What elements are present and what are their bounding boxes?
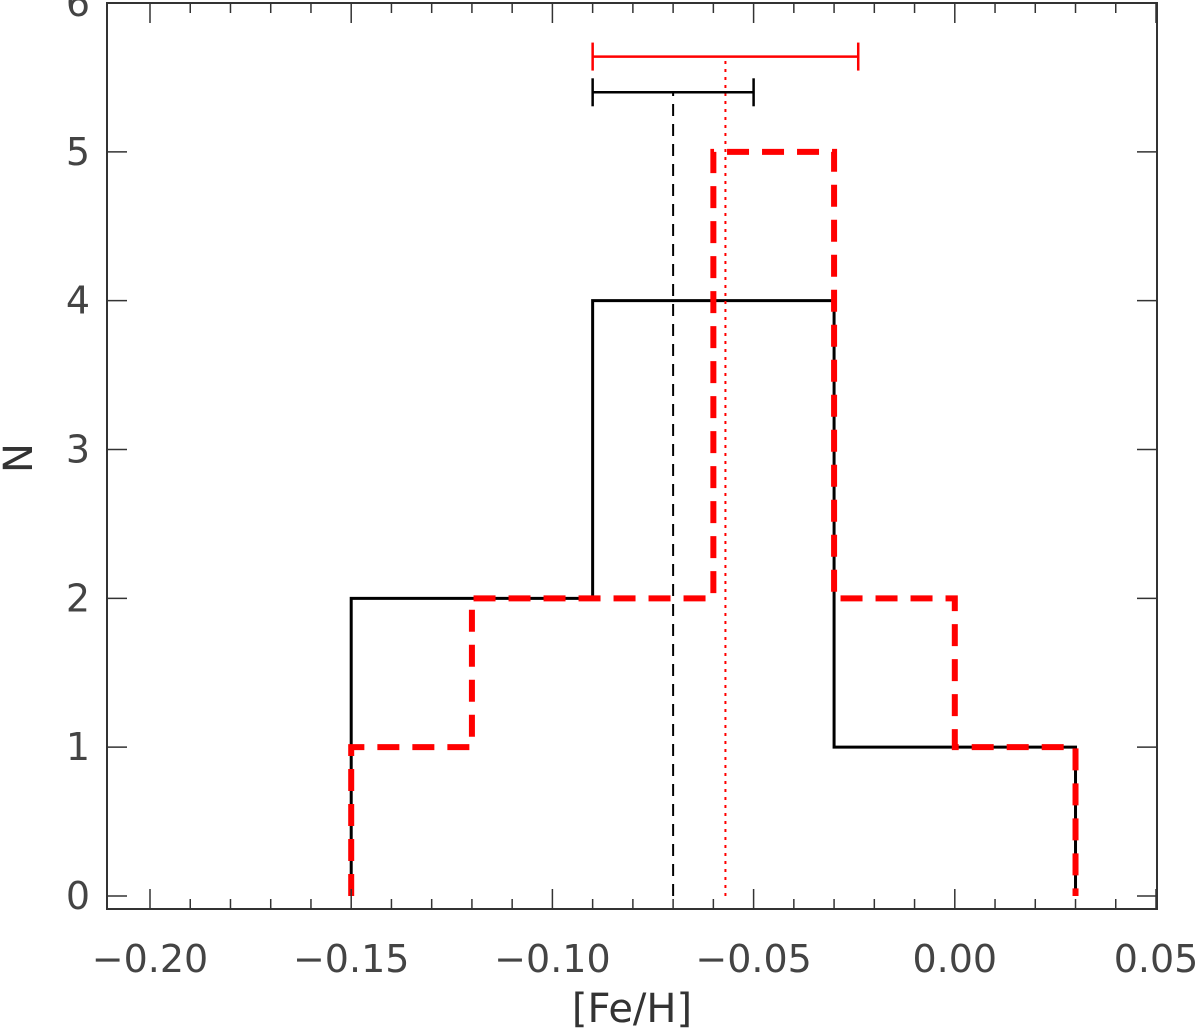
error-bars-layer: [591, 42, 860, 107]
x-tick-label: 0.05: [1114, 937, 1199, 981]
y-tick-label: 1: [66, 725, 90, 769]
x-tick-label: −0.05: [695, 937, 811, 981]
y-tick-label: 6: [66, 0, 90, 25]
x-tick-label: −0.15: [293, 937, 409, 981]
y-tick-label: 3: [66, 428, 90, 472]
mean-markers-layer: [672, 56, 727, 896]
x-axis-title: [Fe/H]: [572, 986, 692, 1032]
y-tick-label: 2: [66, 576, 90, 620]
y-tick-label: 4: [66, 279, 90, 323]
series-layer: [348, 148, 1079, 896]
y-axis-title: N: [0, 443, 42, 473]
y-tick-label: 5: [66, 130, 90, 174]
x-tick-label: −0.20: [92, 937, 208, 981]
x-tick-label: −0.10: [494, 937, 610, 981]
plot-frame: [106, 2, 1158, 910]
x-tick-label: 0.00: [912, 937, 997, 981]
histogram-series-1: [348, 148, 1079, 896]
axes-layer: −0.20 −0.15 −0.10 −0.05 0.00 0.05 0 1 2 3 4 5 6: [66, 0, 1198, 981]
y-tick-label: 0: [66, 874, 90, 918]
